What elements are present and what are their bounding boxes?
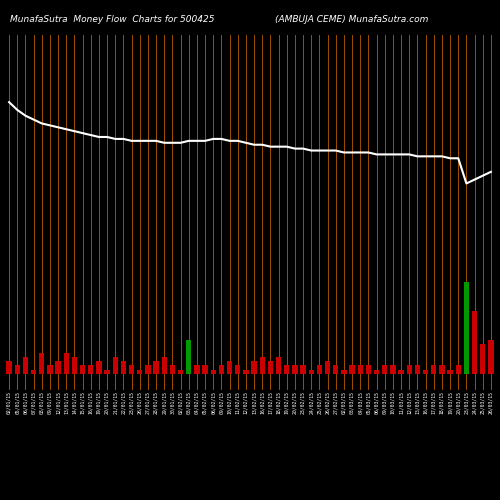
Bar	[456, 366, 461, 374]
Bar	[64, 353, 69, 374]
Bar	[488, 340, 494, 374]
Bar	[186, 340, 192, 374]
Bar	[415, 366, 420, 374]
Bar	[472, 311, 477, 374]
Bar	[154, 362, 158, 374]
Bar	[308, 370, 314, 374]
Bar	[235, 366, 240, 374]
Bar	[112, 357, 118, 374]
Bar	[56, 362, 60, 374]
Bar	[129, 366, 134, 374]
Bar	[317, 366, 322, 374]
Bar	[333, 366, 338, 374]
Bar	[48, 366, 52, 374]
Bar	[464, 282, 469, 374]
Bar	[227, 362, 232, 374]
Bar	[342, 370, 346, 374]
Bar	[448, 370, 452, 374]
Bar	[72, 357, 77, 374]
Bar	[121, 362, 126, 374]
Bar	[23, 357, 28, 374]
Bar	[358, 366, 363, 374]
Bar	[31, 370, 36, 374]
Bar	[440, 366, 444, 374]
Bar	[170, 366, 175, 374]
Bar	[268, 362, 273, 374]
Bar	[423, 370, 428, 374]
Bar	[398, 370, 404, 374]
Bar	[88, 366, 94, 374]
Bar	[104, 370, 110, 374]
Bar	[6, 362, 12, 374]
Bar	[382, 366, 388, 374]
Bar	[325, 362, 330, 374]
Bar	[210, 370, 216, 374]
Bar	[480, 344, 486, 374]
Bar	[431, 366, 436, 374]
Bar	[390, 366, 396, 374]
Bar	[292, 366, 298, 374]
Bar	[96, 362, 102, 374]
Bar	[350, 366, 354, 374]
Bar	[244, 370, 248, 374]
Bar	[252, 362, 256, 374]
Bar	[194, 366, 200, 374]
Bar	[406, 366, 412, 374]
Text: MunafaSutra  Money Flow  Charts for 500425: MunafaSutra Money Flow Charts for 500425	[10, 15, 214, 24]
Bar	[219, 366, 224, 374]
Bar	[374, 370, 379, 374]
Bar	[146, 366, 150, 374]
Bar	[137, 370, 142, 374]
Bar	[300, 366, 306, 374]
Bar	[80, 366, 85, 374]
Bar	[276, 357, 281, 374]
Bar	[39, 353, 44, 374]
Bar	[202, 366, 207, 374]
Bar	[14, 366, 20, 374]
Bar	[260, 357, 265, 374]
Text: (AMBUJA CEME) MunafaSutra.com: (AMBUJA CEME) MunafaSutra.com	[275, 15, 428, 24]
Bar	[284, 366, 290, 374]
Bar	[366, 366, 371, 374]
Bar	[178, 370, 183, 374]
Bar	[162, 357, 167, 374]
